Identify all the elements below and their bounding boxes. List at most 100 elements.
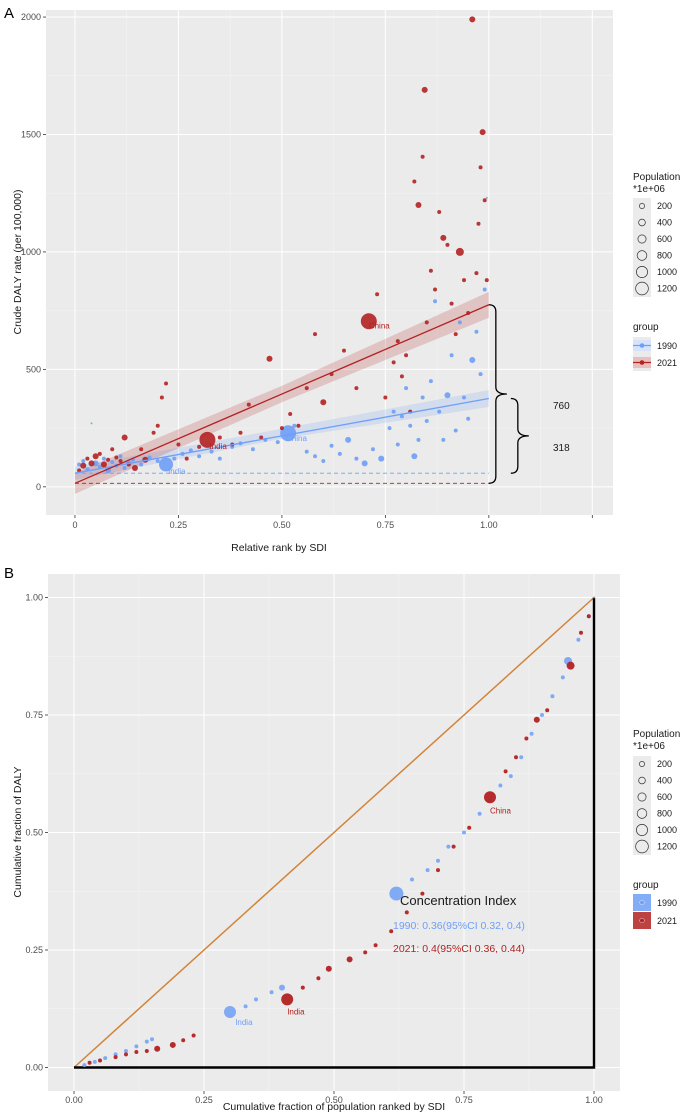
panel-b-point-labels: China India India	[235, 807, 511, 1027]
curve-point-1990	[279, 984, 285, 991]
legend-size-key-400	[638, 218, 646, 227]
point-1990	[420, 395, 425, 400]
point-2021	[428, 268, 433, 273]
point-1990	[457, 320, 462, 325]
panel-a-x-tick-label: 0.50	[273, 520, 291, 530]
point-2021	[238, 430, 243, 435]
point-2021	[85, 456, 90, 461]
panel-b-y-axis-title: Cumulative fraction of DALY	[12, 766, 24, 897]
curve-point-2021	[514, 755, 518, 760]
point-1990	[482, 287, 487, 292]
legend-a-label-1990: 1990	[657, 341, 677, 351]
curve-point-2021	[579, 630, 583, 635]
panel-a-x-tick-label: 0.25	[170, 520, 188, 530]
point-1990	[474, 329, 479, 334]
panel-b-legend: Population *1e+06 200 400 600 800 1000 1200 g…	[633, 729, 680, 929]
point-2021	[421, 86, 428, 93]
concentration-index-2021: 2021: 0.4(95%CI 0.36, 0.44)	[393, 943, 525, 955]
point-2021	[184, 456, 189, 461]
panel-a-y-tick-label: 2000	[21, 12, 41, 22]
point-2021	[296, 423, 301, 428]
legend-a-population-title: Population	[633, 172, 680, 183]
legend-b-key-1990: 1990	[633, 894, 677, 911]
point-1990	[378, 455, 385, 462]
point-1990	[313, 454, 318, 459]
legend-b-size-keys: 200 400 600 800 1000 1200	[633, 756, 677, 855]
legend-size-label: 600	[657, 234, 672, 244]
point-1990	[90, 422, 93, 425]
curve-point-1990	[389, 886, 404, 901]
point-2021	[420, 154, 425, 159]
panel-a-x-tick-label: 1.00	[480, 520, 498, 530]
point-2021	[114, 455, 119, 460]
curve-point-2021	[586, 614, 591, 619]
panel-b-points	[82, 596, 595, 1068]
point-2021	[121, 434, 128, 441]
point-2021	[415, 201, 422, 208]
legend-size-key-bg	[633, 214, 651, 231]
legend-size-label: 1000	[657, 267, 677, 277]
point-1990	[304, 449, 309, 454]
point-2021	[110, 447, 115, 452]
point-1990	[321, 458, 326, 463]
point-1990	[292, 423, 297, 428]
curve-point-1990	[269, 990, 274, 995]
curve-point-1990	[477, 811, 482, 816]
point-2021	[469, 16, 476, 23]
point-2021	[106, 457, 111, 462]
point-2021	[453, 332, 458, 337]
curve-point-2021	[98, 1058, 102, 1063]
curve-label-india-1990: India	[235, 1018, 253, 1027]
curve-point-2021	[191, 1033, 196, 1038]
legend-a-key-1990: 1990	[633, 337, 677, 354]
point-1990	[399, 414, 404, 419]
curve-point-2021	[300, 985, 305, 990]
curve-point-2021	[281, 993, 294, 1006]
legend-size-key-bg	[633, 789, 651, 806]
curve-point-1990	[508, 774, 513, 779]
point-1990	[449, 353, 454, 358]
point-2021	[77, 468, 82, 473]
point-2021	[92, 453, 99, 460]
point-1990	[433, 299, 438, 304]
point-1990	[441, 437, 446, 442]
curve-point-1990	[425, 868, 430, 873]
point-1990	[437, 409, 442, 414]
curve-point-1990	[150, 1037, 154, 1042]
curve-point-1990	[529, 731, 534, 736]
concentration-index-1990: 1990: 0.36(95%CI 0.32, 0.4)	[393, 920, 525, 932]
point-1990	[92, 460, 99, 467]
curve-point-2021	[404, 910, 409, 915]
point-2021	[259, 435, 264, 440]
point-2021	[159, 395, 164, 400]
point-1990	[77, 462, 82, 467]
legend-size-key-bg	[633, 756, 651, 773]
point-1990	[387, 426, 392, 431]
point-2021	[313, 332, 318, 337]
legend-size-key-200	[639, 761, 645, 767]
panel-a-x-tick-label: 0	[72, 520, 77, 530]
panel-b-x-axis-title: Cumulative fraction of population ranked…	[223, 1101, 445, 1113]
panel-a-y-axis-title: Crude DALY rate (per 100,000)	[12, 190, 24, 335]
point-2021	[100, 461, 107, 468]
point-2021	[80, 462, 87, 469]
point-1990	[354, 456, 359, 461]
panel-a: China India China India 0 0.25 0.50 0.75 1.00 0 5…	[12, 10, 680, 554]
curve-point-1990	[519, 755, 524, 760]
panel-b-x-tick-label: 0.25	[195, 1095, 213, 1105]
curve-point-2021	[503, 769, 508, 774]
legend-b-population-unit: *1e+06	[633, 741, 665, 752]
panel-b-y-tick-label: 0.25	[25, 945, 43, 955]
point-2021	[474, 271, 479, 276]
legend-b-point-1990	[639, 900, 645, 906]
panel-a-point-labels: China India China India	[168, 321, 390, 476]
panel-b-y-tick-label: 0.50	[25, 828, 43, 838]
point-1990	[370, 447, 375, 452]
legend-size-key-1200	[635, 839, 649, 854]
curve-point-1990	[462, 830, 466, 835]
point-2021	[375, 292, 380, 297]
curve-point-2021	[316, 976, 321, 981]
legend-size-label: 1200	[657, 842, 677, 852]
point-2021	[97, 451, 102, 456]
fit-line-2021	[74, 304, 490, 484]
